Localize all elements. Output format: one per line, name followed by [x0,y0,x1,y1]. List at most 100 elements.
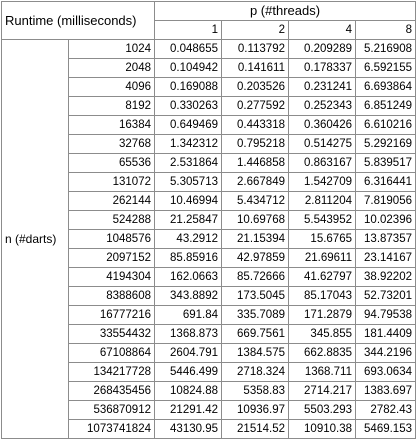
runtime-cell: 173.5045 [221,286,289,306]
runtime-cell: 0.863167 [288,153,356,173]
runtime-cell: 5.305713 [154,172,222,192]
runtime-cell: 2.667849 [221,172,289,192]
runtime-cell: 0.443318 [221,115,289,135]
runtime-cell: 0.203526 [221,77,289,97]
darts-value: 67108864 [68,343,155,363]
runtime-cell: 0.141611 [221,58,289,78]
thread-count-header: 8 [355,20,416,40]
darts-value: 4194304 [68,267,155,287]
runtime-cell: 693.0634 [355,362,416,382]
runtime-cell: 0.048655 [154,39,222,59]
darts-value: 1024 [68,39,155,59]
thread-count-header: 2 [221,20,289,40]
table-row: 1073741824 43130.95 21514.52 10910.38 5469.1… [2,419,416,439]
table-row: 536870912 21291.42 10936.97 5503.293 2782.43 [2,400,416,420]
runtime-cell: 669.7561 [221,324,289,344]
table-row: 4194304 162.0663 85.72666 41.62797 38.92202 [2,267,416,287]
runtime-cell: 0.649469 [154,115,222,135]
runtime-cell: 21291.42 [154,400,222,420]
runtime-cell: 0.514275 [288,134,356,154]
table-row: 2048 0.104942 0.141611 0.178337 6.592155 [2,58,416,78]
runtime-cell: 41.62797 [288,267,356,287]
runtime-cell: 1384.575 [221,343,289,363]
thread-count-header: 4 [288,20,356,40]
runtime-cell: 42.97859 [221,248,289,268]
runtime-cell: 1383.697 [355,381,416,401]
runtime-cell: 0.169088 [154,77,222,97]
runtime-cell: 2.811204 [288,191,356,211]
table-row: 131072 5.305713 2.667849 1.542709 6.316441 [2,172,416,192]
darts-value: 2048 [68,58,155,78]
darts-value: 262144 [68,191,155,211]
runtime-cell: 85.17043 [288,286,356,306]
runtime-cell: 10.02396 [355,210,416,230]
runtime-cell: 5.434712 [221,191,289,211]
darts-value: 4096 [68,77,155,97]
runtime-cell: 7.819056 [355,191,416,211]
runtime-cell: 5469.153 [355,419,416,439]
runtime-cell: 21.15394 [221,229,289,249]
runtime-cell: 691.84 [154,305,222,325]
runtime-cell: 335.7089 [221,305,289,325]
darts-value: 32768 [68,134,155,154]
runtime-cell: 171.2879 [288,305,356,325]
header-row-2: 1 2 4 8 [2,20,416,40]
runtime-cell: 21.25847 [154,210,222,230]
runtime-cell: 343.8892 [154,286,222,306]
runtime-cell: 0.104942 [154,58,222,78]
runtime-cell: 1368.873 [154,324,222,344]
darts-value: 65536 [68,153,155,173]
runtime-cell: 0.209289 [288,39,356,59]
table-row: n (#darts) 1024 0.048655 0.113792 0.209289 5.… [1,39,416,439]
runtime-cell: 43130.95 [154,419,222,439]
runtime-cell: 10.46994 [154,191,222,211]
runtime-cell: 94.79538 [355,305,416,325]
darts-value: 8192 [68,96,155,116]
darts-value: 134217728 [68,362,155,382]
thread-count-header: 1 [154,20,222,40]
runtime-cell: 0.113792 [221,39,289,59]
runtime-cell: 85.72666 [221,267,289,287]
table-row: 268435456 10824.88 5358.83 2714.217 1383.697 [2,381,416,401]
darts-value: 1073741824 [68,419,155,439]
runtime-cell: 6.316441 [355,172,416,192]
table-row: 32768 1.342312 0.795218 0.514275 5.292169 [2,134,416,154]
runtime-cell: 5.839517 [355,153,416,173]
runtime-cell: 6.592155 [355,58,416,78]
runtime-cell: 0.231241 [288,77,356,97]
runtime-cell: 52.73201 [355,286,416,306]
darts-value: 524288 [68,210,155,230]
runtime-cell: 0.178337 [288,58,356,78]
runtime-cell: 5.543952 [288,210,356,230]
runtime-cell: 162.0663 [154,267,222,287]
runtime-cell: 21.69611 [288,248,356,268]
runtime-cell: 344.2196 [355,343,416,363]
runtime-cell: 0.252343 [288,96,356,116]
runtime-cell: 85.85916 [154,248,222,268]
runtime-cell: 15.6765 [288,229,356,249]
darts-value: 16777216 [68,305,155,325]
runtime-cell: 10910.38 [288,419,356,439]
runtime-cell: 662.8835 [288,343,356,363]
runtime-cell: 5446.499 [154,362,222,382]
runtime-cell: 21514.52 [221,419,289,439]
darts-value: 33554432 [68,324,155,344]
runtime-cell: 6.693864 [355,77,416,97]
runtime-cell: 0.277592 [221,96,289,116]
runtime-cell: 5503.293 [288,400,356,420]
runtime-cell: 2718.324 [221,362,289,382]
runtime-cell: 0.360426 [288,115,356,135]
runtime-cell: 1.542709 [288,172,356,192]
runtime-cell: 5.216908 [355,39,416,59]
table-row: 33554432 1368.873 669.7561 345.855 181.4409 [2,324,416,344]
table-row: 67108864 2604.791 1384.575 662.8835 344.2196 [2,343,416,363]
runtime-cell: 10824.88 [154,381,222,401]
runtime-cell: 38.92202 [355,267,416,287]
runtime-cell: 2782.43 [355,400,416,420]
darts-value: 2097152 [68,248,155,268]
threads-header: p (#threads) [154,1,416,21]
runtime-cell: 345.855 [288,324,356,344]
runtime-cell: 10936.97 [221,400,289,420]
header-row-1: Runtime (milliseconds) p (#threads) [1,1,416,40]
table-row: 2097152 85.85916 42.97859 21.69611 23.14167 [2,248,416,268]
